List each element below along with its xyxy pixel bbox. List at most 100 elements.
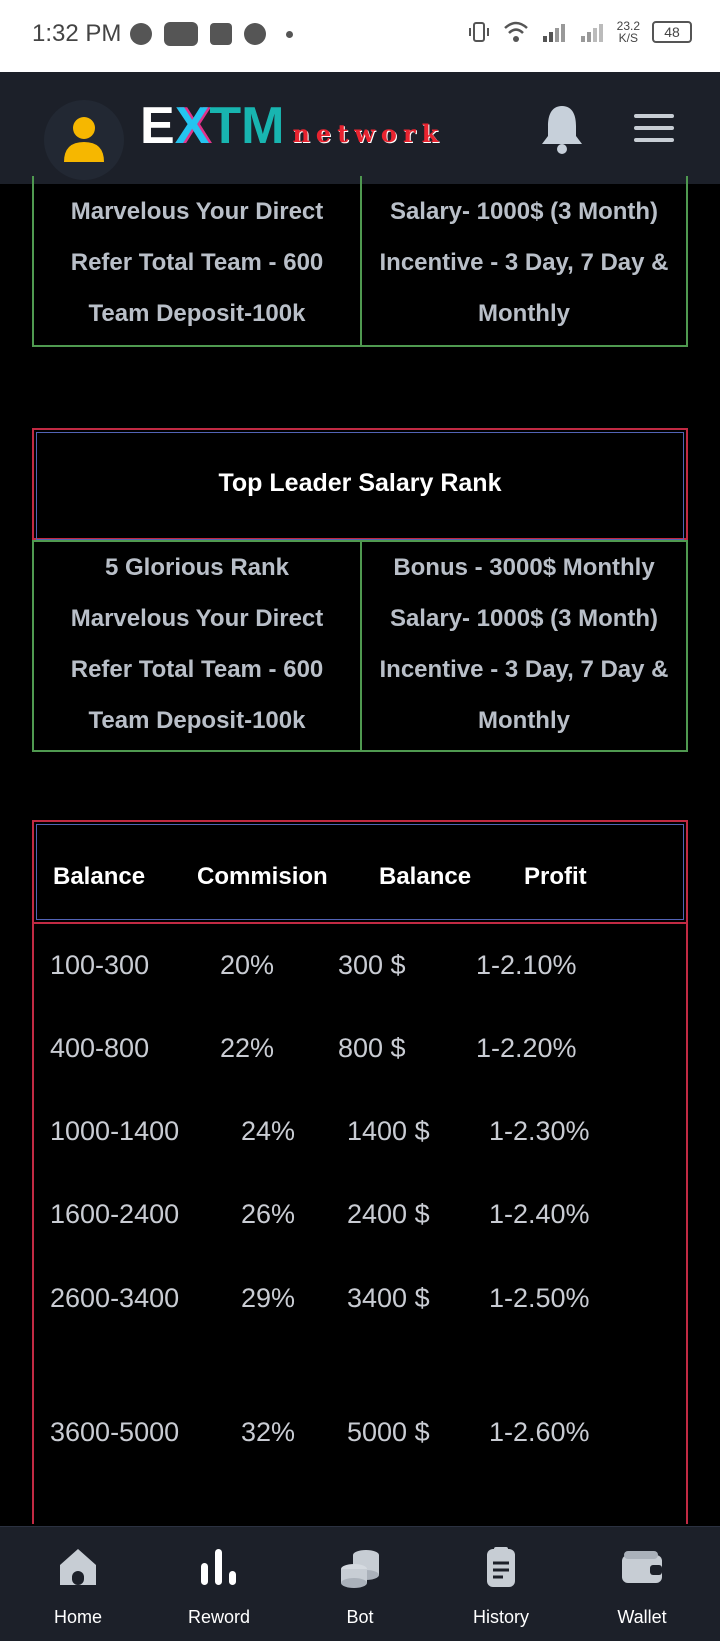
document-icon bbox=[487, 1547, 515, 1587]
column-header: Balance bbox=[379, 863, 472, 890]
table-cell: 1-2.50% bbox=[489, 1283, 590, 1313]
nav-history-label: History bbox=[472, 1607, 529, 1627]
nav-reword-label: Reword bbox=[187, 1607, 251, 1627]
table-cell: 3600-5000 bbox=[50, 1417, 180, 1447]
rank-card: Top Leader Salary Rank 5 Glorious Rank M… bbox=[32, 428, 688, 752]
table-cell: 2600-3400 bbox=[50, 1283, 180, 1313]
chat-icon bbox=[244, 23, 266, 45]
logo-letter-e: E bbox=[140, 97, 175, 155]
column-header: Profit bbox=[524, 863, 587, 890]
rank-card-header: Top Leader Salary Rank bbox=[32, 428, 688, 540]
table-cell: 3400 $ bbox=[347, 1283, 430, 1313]
table-cell: 26% bbox=[241, 1199, 296, 1229]
column-header: Commision bbox=[197, 863, 328, 890]
nav-home[interactable]: Home bbox=[6, 1527, 150, 1641]
text-line: Team Deposit-100k bbox=[88, 300, 306, 327]
table-row: 1000-1400 24% 1400 $ 1-2.30% bbox=[34, 1116, 686, 1156]
text-line: Team Deposit-100k bbox=[88, 707, 306, 734]
table-cell: 32% bbox=[241, 1417, 296, 1447]
salary-card-top: Marvelous Your Direct Refer Total Team -… bbox=[32, 176, 688, 347]
hamburger-menu-icon[interactable] bbox=[634, 114, 674, 150]
table-cell: 20% bbox=[220, 950, 275, 980]
facebook-icon bbox=[210, 23, 232, 45]
table-cell: 1-2.20% bbox=[476, 1033, 577, 1063]
table-cell: 24% bbox=[241, 1116, 296, 1146]
commission-table-body: 100-300 20% 300 $ 1-2.10% 400-800 22% 80… bbox=[32, 924, 688, 1524]
column-header: Balance bbox=[53, 863, 146, 890]
table-cell: 1-2.10% bbox=[476, 950, 577, 980]
bell-icon[interactable] bbox=[540, 102, 584, 154]
wallet-icon bbox=[622, 1551, 662, 1583]
rank-col-left: 5 Glorious Rank Marvelous Your Direct Re… bbox=[34, 542, 360, 750]
table-cell: 1600-2400 bbox=[50, 1199, 180, 1229]
nav-reword[interactable]: Reword bbox=[147, 1527, 291, 1641]
system-icons: 23.2 K/S 48 bbox=[467, 20, 692, 44]
wifi-icon bbox=[503, 21, 528, 42]
battery-icon: 48 bbox=[652, 21, 692, 43]
table-cell: 29% bbox=[241, 1283, 296, 1313]
avatar[interactable] bbox=[44, 100, 124, 180]
table-cell: 800 $ bbox=[338, 1033, 406, 1063]
status-time: 1:32 PM bbox=[32, 20, 122, 47]
home-icon bbox=[60, 1549, 96, 1585]
nav-wallet-label: Wallet bbox=[617, 1607, 667, 1627]
text-line: Monthly bbox=[478, 300, 570, 327]
table-cell: 1-2.40% bbox=[489, 1199, 590, 1229]
net-speed: 23.2 K/S bbox=[617, 20, 640, 44]
salary-col-left-top: Marvelous Your Direct Refer Total Team -… bbox=[34, 176, 360, 345]
table-cell: 300 $ bbox=[338, 950, 406, 980]
table-cell: 1-2.60% bbox=[489, 1417, 590, 1447]
table-cell: 5000 $ bbox=[347, 1417, 430, 1447]
bar-chart-icon bbox=[201, 1549, 236, 1585]
nav-home-label: Home bbox=[53, 1607, 102, 1627]
table-cell: 1400 $ bbox=[347, 1116, 430, 1146]
signal-icon bbox=[542, 24, 565, 42]
table-row: 400-800 22% 800 $ 1-2.20% bbox=[34, 1033, 686, 1073]
rank-col-right: Bonus - 3000$ Monthly Salary- 1000$ (3 M… bbox=[360, 542, 686, 750]
text-line: Salary- 1000$ (3 Month) bbox=[389, 605, 659, 632]
table-row: 2600-3400 29% 3400 $ 1-2.50% bbox=[34, 1283, 686, 1323]
messenger-icon bbox=[130, 23, 152, 45]
text-line: Salary- 1000$ (3 Month) bbox=[389, 198, 659, 225]
user-icon bbox=[64, 117, 104, 162]
table-row: 100-300 20% 300 $ 1-2.10% bbox=[34, 950, 686, 990]
nav-bot[interactable]: Bot bbox=[288, 1527, 432, 1641]
table-cell: 1000-1400 bbox=[50, 1116, 180, 1146]
table-cell: 22% bbox=[220, 1033, 275, 1063]
text-line: Refer Total Team - 600 bbox=[70, 656, 324, 683]
more-dot-icon bbox=[286, 30, 293, 38]
status-bar: 1:32 PM 23.2 K/S 48 bbox=[0, 0, 720, 72]
net-speed-unit: K/S bbox=[618, 31, 638, 45]
app-header: E X TM network bbox=[0, 72, 720, 184]
logo-letter-x: X bbox=[174, 97, 210, 155]
notification-icons bbox=[130, 22, 293, 46]
salary-col-right-top: Salary- 1000$ (3 Month) Incentive - 3 Da… bbox=[360, 176, 686, 345]
logo-subtitle: network bbox=[292, 119, 445, 148]
text-line: Refer Total Team - 600 bbox=[70, 249, 324, 276]
net-speed-value: 23.2 bbox=[616, 19, 640, 33]
rank-grid: 5 Glorious Rank Marvelous Your Direct Re… bbox=[32, 540, 688, 752]
table-cell: 100-300 bbox=[50, 950, 150, 980]
text-line: Bonus - 3000$ Monthly bbox=[393, 554, 655, 581]
text-line: 5 Glorious Rank bbox=[104, 554, 290, 581]
coins-icon bbox=[341, 1550, 379, 1588]
table-cell: 1-2.30% bbox=[489, 1116, 590, 1146]
text-line: Monthly bbox=[478, 707, 570, 734]
vibrate-icon bbox=[468, 22, 489, 42]
table-cell: 2400 $ bbox=[347, 1199, 430, 1229]
bottom-navigation: Home Reword Bot History Wallet bbox=[0, 1526, 720, 1641]
youtube-icon bbox=[164, 22, 198, 46]
rank-card-title: Top Leader Salary Rank bbox=[218, 469, 502, 497]
brand-logo[interactable]: E X TM network bbox=[140, 98, 444, 154]
signal-2-icon bbox=[580, 24, 603, 42]
commission-table-header: Balance Commision Balance Profit bbox=[32, 820, 688, 924]
text-line: Marvelous Your Direct bbox=[70, 198, 324, 225]
table-cell: 400-800 bbox=[50, 1033, 150, 1063]
nav-history[interactable]: History bbox=[429, 1527, 573, 1641]
table-row: 1600-2400 26% 2400 $ 1-2.40% bbox=[34, 1199, 686, 1239]
text-line: Marvelous Your Direct bbox=[70, 605, 324, 632]
nav-wallet[interactable]: Wallet bbox=[570, 1527, 714, 1641]
text-line: Incentive - 3 Day, 7 Day & bbox=[379, 249, 669, 276]
text-line: Incentive - 3 Day, 7 Day & bbox=[379, 656, 669, 683]
nav-bot-label: Bot bbox=[346, 1607, 374, 1627]
